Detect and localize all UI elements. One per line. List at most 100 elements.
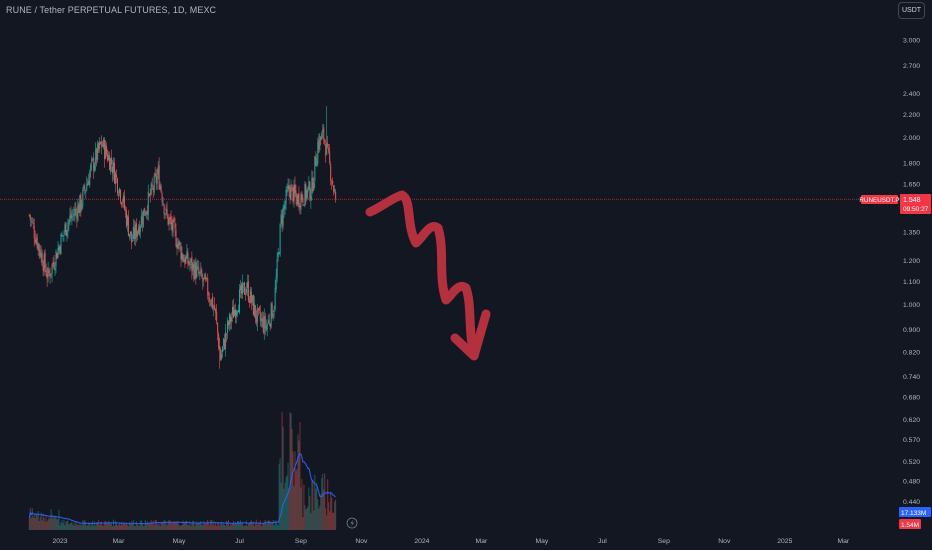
volume-bar: [39, 516, 41, 530]
volume-bar: [100, 522, 102, 530]
drawn-down-arrow[interactable]: [365, 190, 491, 361]
volume-bar: [54, 516, 56, 530]
candle-body: [297, 194, 299, 205]
candle-body: [314, 155, 316, 182]
price-tick-label: 1.650: [903, 181, 920, 188]
volume-bar: [123, 522, 125, 530]
candle-body: [66, 230, 68, 237]
currency-button[interactable]: USDT: [898, 2, 925, 19]
volume-bar: [263, 521, 265, 530]
candle-body: [42, 265, 44, 271]
volume-bar: [188, 524, 190, 530]
volume-bar: [181, 524, 183, 530]
volume-bar: [316, 482, 318, 530]
volume-bar: [52, 518, 54, 530]
volume-bar: [194, 525, 196, 530]
chart-title: RUNE / Tether PERPETUAL FUTURES, 1D, MEX…: [6, 5, 217, 15]
candle-body: [119, 190, 121, 202]
candle-body: [59, 246, 61, 253]
candle-body: [76, 211, 78, 220]
candle-body: [146, 211, 148, 215]
volume-bar: [228, 520, 230, 530]
candle-body: [177, 243, 179, 249]
candle-body: [148, 194, 150, 195]
candle-body: [317, 141, 319, 164]
volume-bar: [80, 524, 82, 530]
volume-bar: [315, 488, 317, 530]
volume-bar: [260, 525, 262, 530]
volume-bar: [193, 521, 195, 530]
volume-bar: [154, 520, 156, 530]
volume-bar: [40, 512, 42, 530]
candle-body: [215, 308, 217, 313]
candle-body: [45, 269, 47, 276]
price-axis[interactable]: 3.000 2.700 2.400 2.200 2.000 1.800 1.650 1.350…: [903, 38, 920, 530]
time-axis[interactable]: 2023 Mar May Jul Sep Nov 2024 Mar May Jul Sep Nov 20…: [52, 538, 849, 545]
candle-body: [135, 222, 137, 238]
volume-bar: [299, 422, 301, 530]
volume-bar: [59, 525, 61, 530]
volume-bar: [95, 525, 97, 530]
candle-body: [203, 277, 205, 280]
volume-bar: [128, 521, 130, 530]
time-tick-label: 2023: [52, 538, 67, 545]
candle-body: [86, 184, 88, 191]
candle-body: [319, 135, 321, 150]
volume-bar: [319, 505, 321, 530]
volume-bar: [235, 523, 237, 530]
volume-bar: [93, 525, 95, 530]
candle-body: [54, 267, 56, 270]
volume-bar: [158, 523, 160, 530]
volume-bar: [159, 525, 161, 530]
volume-bar: [28, 517, 30, 530]
candle-body: [246, 282, 248, 288]
candle-body: [192, 263, 194, 270]
volume-bar: [244, 525, 246, 530]
price-tick-label: 0.570: [903, 437, 920, 444]
volume-bar: [227, 522, 229, 530]
volume-bar: [294, 451, 296, 530]
price-tick-label: 2.200: [903, 112, 920, 119]
volume-bar: [149, 522, 151, 530]
lightning-icon[interactable]: [346, 517, 358, 529]
candle-body: [325, 144, 327, 157]
candle-body: [164, 213, 166, 215]
candle-body: [290, 185, 292, 201]
volume-bar: [140, 519, 142, 530]
candle-body: [152, 187, 154, 191]
candle-body: [223, 338, 225, 346]
volume-bar: [320, 494, 322, 530]
candle-body: [174, 223, 176, 229]
candle-body: [260, 318, 262, 322]
volume-bar: [94, 521, 96, 530]
candle-body: [248, 300, 250, 303]
volume-ma-line: [28, 453, 336, 525]
volume-bar: [295, 470, 297, 530]
volume-bar: [107, 522, 109, 530]
candle-body: [175, 230, 177, 247]
volume-bar: [217, 522, 219, 530]
candle-body: [187, 252, 189, 264]
candle-body: [125, 210, 127, 227]
volume-bar: [253, 525, 255, 530]
volume-bar: [215, 522, 217, 530]
candle-body: [99, 141, 101, 149]
price-tick-label: 0.900: [903, 327, 920, 334]
volume-tag-bg: [899, 519, 921, 529]
volume-bar: [48, 517, 50, 530]
candle-body: [33, 226, 35, 239]
volume-bar: [92, 520, 94, 530]
volume-bar: [143, 525, 145, 530]
volume-bar: [62, 523, 64, 530]
volume-bar: [67, 520, 69, 530]
candle-body: [289, 187, 291, 199]
candle-body: [202, 277, 204, 282]
volume-bar: [29, 508, 31, 530]
candle-body: [67, 223, 69, 231]
volume-bar: [173, 521, 175, 530]
volume-bar: [281, 412, 283, 530]
volume-bar: [177, 521, 179, 530]
candle-body: [212, 296, 214, 309]
volume-bar: [99, 524, 101, 530]
